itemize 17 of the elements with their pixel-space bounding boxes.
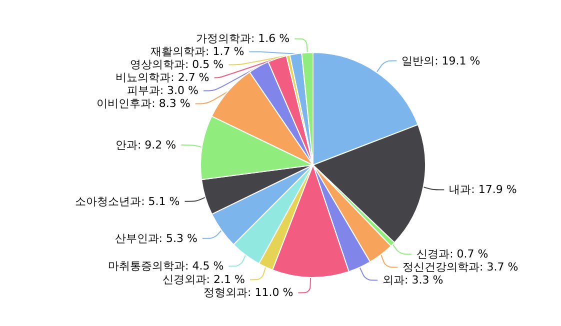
slice-label: 마취통증의학과: 4.5 % [108, 260, 224, 273]
slice-label: 신경외과: 2.1 % [162, 273, 245, 286]
slice-label: 내과: 17.9 % [449, 183, 517, 196]
slice-label: 비뇨의학과: 2.7 % [116, 71, 210, 84]
slice-label: 일반의: 19.1 % [402, 54, 480, 68]
slice-label: 재활의학과: 1.7 % [150, 45, 244, 58]
slice-label: 이비인후과: 8.3 % [96, 97, 190, 110]
slice-label: 소아청소년과: 5.1 % [75, 194, 180, 208]
slice-label: 외과: 3.3 % [382, 274, 444, 287]
slice-label: 산부인과: 5.3 % [114, 232, 198, 245]
slice-label: 정신건강의학과: 3.7 % [402, 260, 518, 274]
slice-label: 가정의학과: 1.6 % [196, 32, 290, 46]
slice-label: 정형외과: 11.0 % [204, 286, 294, 300]
slice-label: 신경과: 0.7 % [416, 248, 488, 261]
slice-label: 피부과: 3.0 % [126, 84, 199, 98]
slice-label: 안과: 9.2 % [115, 138, 176, 152]
slice-label: 영상의학과: 0.5 % [130, 58, 224, 72]
